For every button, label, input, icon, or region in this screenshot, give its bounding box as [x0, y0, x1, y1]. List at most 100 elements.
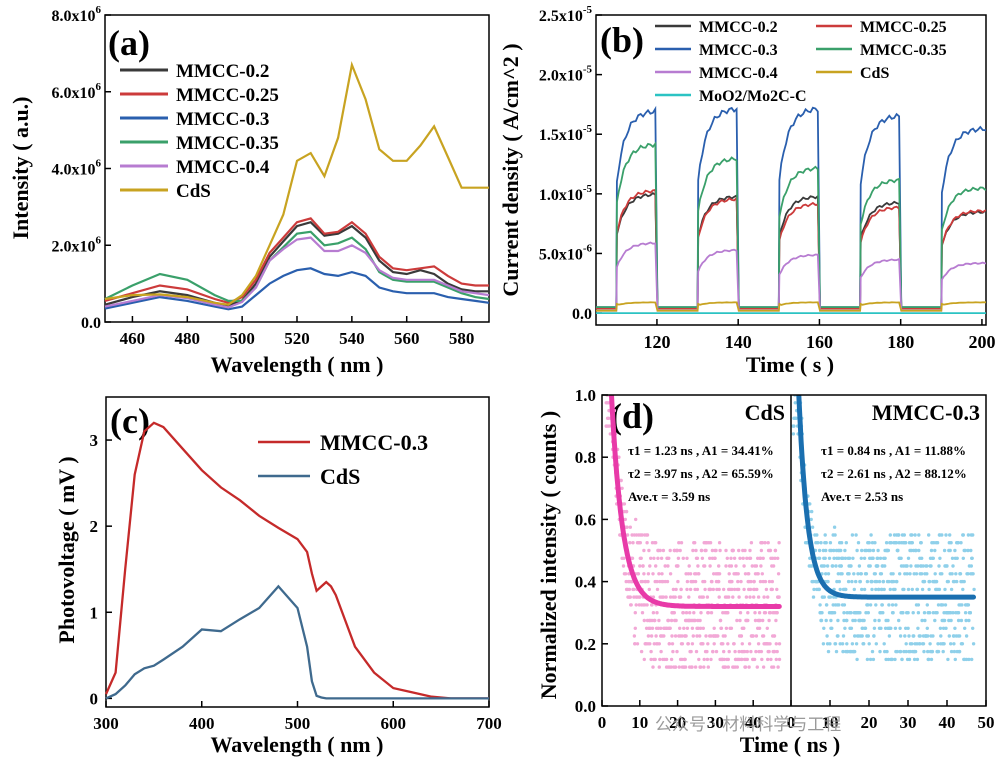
panel-d-scatter-point [649, 649, 653, 654]
panel-b-ytick-label: 2.0x10-5 [539, 64, 593, 85]
panel-a-xlabel: Wavelength ( nm ) [211, 352, 384, 377]
panel-d-scatter-point [866, 603, 870, 607]
panel-d-scatter-point [655, 587, 660, 592]
panel-d-scatter-point [891, 579, 896, 584]
panel-d-scatter-point [961, 533, 965, 537]
panel-d-scatter-point [743, 572, 748, 576]
panel-a-xtick-label: 480 [175, 329, 201, 348]
panel-d-scatter-point [737, 595, 741, 599]
panel-d-scatter-point [895, 649, 899, 654]
panel-d-scatter-point [729, 564, 734, 568]
panel-d-scatter-point [836, 572, 840, 576]
panel-d-scatter-point [775, 649, 779, 654]
panel-c-line-mmcc-0-3 [104, 421, 489, 700]
panel-d-scatter-point [746, 618, 750, 623]
panel-d-scatter-point [830, 626, 834, 630]
panel-d-fit-note: τ1 = 0.84 ns , A1 = 11.88% [821, 443, 966, 458]
panel-d-ytick-label: 1.0 [575, 386, 596, 405]
panel-d-scatter-point [701, 626, 705, 630]
panel-d-scatter-point [917, 533, 921, 537]
panel-d-scatter-point [854, 579, 858, 584]
panel-c-xtick-label: 600 [381, 714, 407, 733]
panel-d-scatter-point [759, 564, 763, 568]
panel-d-scatter-point [823, 533, 827, 537]
panel-d-scatter-point [824, 618, 828, 623]
panel-d-scatter-point [771, 665, 776, 669]
panel-d-scatter-point [931, 611, 935, 615]
panel-d-scatter-point [625, 525, 629, 529]
panel-d-scatter-point [840, 642, 845, 646]
panel-d-scatter-point [896, 548, 900, 553]
panel-d-subplot-title: MMCC-0.3 [872, 400, 980, 425]
panel-d-scatter-point [860, 634, 864, 638]
panel-d-scatter-point [919, 541, 923, 545]
panel-d-scatter-point [839, 564, 843, 568]
panel-d-scatter-point [853, 618, 857, 623]
panel-d-scatter-point [737, 548, 741, 553]
panel-d-scatter-point [899, 556, 903, 560]
panel-d-scatter-point [883, 626, 888, 630]
panel-d-xtick-label: 30 [707, 713, 724, 732]
panel-d-scatter-point [625, 533, 630, 537]
panel-d-scatter-point [870, 649, 875, 654]
panel-d-scatter-point [966, 548, 970, 553]
panel-d-scatter-point [929, 548, 934, 553]
panel-d-scatter-point [749, 541, 754, 545]
panel-c-legend: MMCC-0.3 CdS [258, 430, 428, 489]
panel-d-scatter-point [914, 548, 918, 553]
panel-d-scatter-point [638, 541, 642, 545]
panel-d-scatter-point [773, 548, 778, 553]
panel-d-scatter-point [687, 595, 691, 599]
panel-d-scatter-point [843, 556, 848, 560]
panel-d-scatter-point [714, 548, 718, 553]
panel-d-scatter-point [867, 642, 871, 646]
panel-d-scatter-point [669, 618, 674, 623]
panel-c-xtick-label: 400 [189, 714, 215, 733]
panel-d-fit-curve [796, 395, 976, 600]
panel-d-scatter-point [608, 432, 612, 436]
panel-d-scatter-point [829, 618, 833, 623]
panel-a-frame [104, 14, 490, 323]
panel-d-scatter-point [777, 595, 781, 599]
panel-d-scatter-point [672, 611, 676, 615]
panel-d-scatter-point [868, 564, 872, 568]
panel-a-legend-label: CdS [176, 181, 211, 202]
panel-c-legend-label: MMCC-0.3 [320, 430, 428, 455]
panel-d-scatter-point [864, 548, 869, 553]
panel-a-line-cds [104, 60, 489, 306]
panel-d-scatter-point [759, 649, 764, 654]
panel-d-scatter-point [927, 579, 932, 584]
panel-a-legend-label: MMCC-0.25 [176, 85, 279, 106]
panel-d-scatter-point [833, 533, 837, 537]
panel-d-scatter-point [646, 572, 651, 576]
panel-d-scatter-point [845, 611, 849, 615]
panel-d-scatter-point [937, 587, 942, 592]
panel-d-scatter-point [916, 564, 920, 568]
panel-d-scatter-point [915, 657, 920, 662]
panel-d-scatter-point [953, 626, 957, 630]
panel-d-scatter-point [675, 548, 680, 553]
panel-d-scatter-point [868, 603, 873, 607]
panel-c-ytick-label: 0 [90, 689, 99, 708]
panel-d-scatter-point [971, 626, 975, 630]
panel-d-scatter-point [742, 564, 746, 568]
panel-d-scatter-point [868, 657, 873, 662]
panel-d-scatter-point [689, 649, 693, 654]
panel-d-scatter-point [695, 587, 700, 592]
panel-d-scatter-point [685, 556, 689, 560]
panel-d-scatter-point [606, 401, 611, 405]
panel-d-scatter-point [959, 541, 963, 545]
panel-d: (d) Time ( ns ) Normalized intensity ( c… [536, 386, 995, 757]
panel-d-scatter-point [844, 541, 848, 545]
panel-d-scatter-point [723, 634, 727, 638]
panel-d-scatter-point [828, 595, 833, 599]
panel-d-scatter-point [641, 564, 645, 568]
panel-a-legend-label: MMCC-0.35 [176, 133, 279, 154]
panel-d-scatter-point [962, 579, 966, 584]
panel-d-scatter-point [839, 541, 844, 545]
panel-c-ytick-label: 2 [90, 517, 99, 536]
panel-d-scatter-point [642, 657, 646, 662]
panel-d-scatter-point [678, 626, 682, 630]
panel-d-scatter-point [875, 579, 879, 584]
panel-d-scatter-point [738, 618, 742, 623]
